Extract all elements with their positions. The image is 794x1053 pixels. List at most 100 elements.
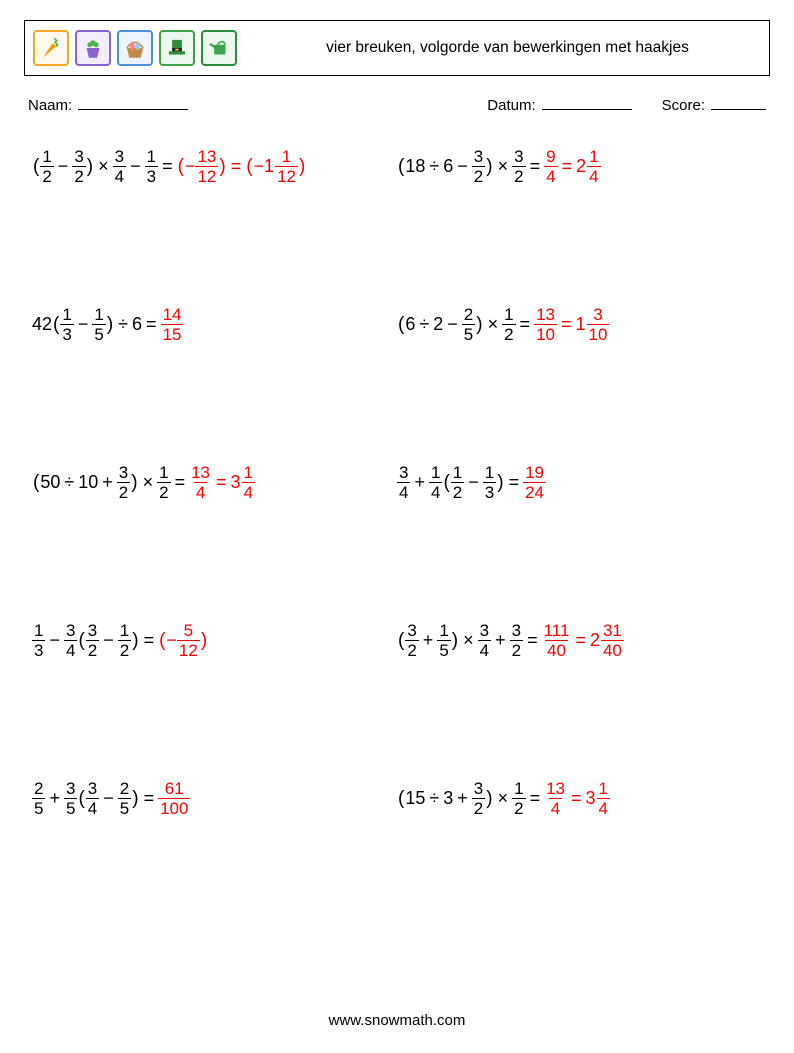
- fraction: 34: [86, 780, 99, 817]
- operator: =: [140, 631, 159, 649]
- question: (18÷6−32)×32=: [397, 148, 544, 185]
- number: 3: [443, 789, 453, 807]
- fraction: 32: [86, 622, 99, 659]
- paren: (: [32, 157, 40, 176]
- operator: ×: [494, 789, 513, 807]
- operator: ÷: [425, 789, 443, 807]
- operator: =: [516, 315, 535, 333]
- answer: (−512): [158, 622, 208, 659]
- operator: +: [491, 631, 510, 649]
- fraction: 15: [437, 622, 450, 659]
- paren: ): [130, 473, 138, 492]
- fraction: 32: [117, 464, 130, 501]
- question: (15÷3+32)×12=: [397, 780, 544, 817]
- number: 18: [405, 157, 425, 175]
- number: 42: [32, 315, 52, 333]
- operator: −: [54, 157, 73, 175]
- name-blank[interactable]: [78, 94, 188, 110]
- problem-10: (15÷3+32)×12= 134=314: [397, 774, 762, 822]
- paren: (: [397, 315, 405, 334]
- score-blank[interactable]: [711, 94, 766, 110]
- header-icons: [25, 21, 246, 75]
- question: 42(13−15)÷6=: [32, 306, 161, 343]
- fraction: 25: [462, 306, 475, 343]
- meta-row: Naam: Datum: Score:: [24, 94, 770, 114]
- date-blank[interactable]: [542, 94, 632, 110]
- operator: ÷: [425, 157, 443, 175]
- fraction: 134: [544, 780, 567, 817]
- paren: ): [475, 315, 483, 334]
- number: 50: [40, 473, 60, 491]
- fraction: 32: [72, 148, 85, 185]
- paren: ): [485, 157, 493, 176]
- operator: ÷: [60, 473, 78, 491]
- operator: ×: [139, 473, 158, 491]
- fraction: 32: [405, 622, 418, 659]
- fraction: 13: [483, 464, 496, 501]
- answer: 11140=23140: [542, 622, 624, 659]
- operator: ×: [494, 157, 513, 175]
- operator: ÷: [114, 315, 132, 333]
- fraction: 32: [472, 148, 485, 185]
- paren: ): [86, 157, 94, 176]
- number: −: [254, 157, 265, 175]
- fraction: 35: [64, 780, 77, 817]
- problem-9: 25+35(34−25)= 61100: [32, 774, 397, 822]
- leprechaun-hat-icon: [159, 30, 195, 66]
- fraction: 94: [544, 148, 557, 185]
- operator: ÷: [415, 315, 433, 333]
- question: (32+15)×34+32=: [397, 622, 542, 659]
- mixed-number: 314: [586, 780, 610, 817]
- fraction: 12: [118, 622, 131, 659]
- paren: (: [32, 473, 40, 492]
- number: 15: [405, 789, 425, 807]
- paren: (: [442, 473, 450, 492]
- paren: ): [131, 631, 139, 650]
- operator: =: [523, 631, 542, 649]
- meta-name: Naam:: [28, 94, 188, 114]
- operator: =: [140, 789, 159, 807]
- problem-4: (6÷2−25)×12= 1310=1310: [397, 300, 762, 348]
- paren: ): [451, 631, 459, 650]
- footer: www.snowmath.com: [0, 1012, 794, 1029]
- fraction: 12: [502, 306, 515, 343]
- fraction: 1312: [195, 148, 218, 185]
- paren: (: [245, 157, 253, 176]
- fraction: 25: [32, 780, 45, 817]
- operator: =: [558, 157, 577, 175]
- operator: =: [158, 157, 177, 175]
- fraction: 12: [512, 780, 525, 817]
- number: 6: [132, 315, 142, 333]
- number: 6: [443, 157, 453, 175]
- name-label: Naam:: [28, 97, 72, 114]
- worksheet-page: vier breuken, volgorde van bewerkingen m…: [0, 0, 794, 1053]
- problem-6: 34+14(12−13)= 1924: [397, 458, 762, 506]
- mixed-number: 1310: [576, 306, 610, 343]
- number: −: [166, 631, 177, 649]
- fraction: 34: [478, 622, 491, 659]
- problem-7: 13−34(32−12)= (−512): [32, 616, 397, 664]
- operator: =: [227, 157, 246, 175]
- problem-1: (12−32)×34−13= (−1312)=(−1112): [32, 142, 397, 190]
- operator: =: [567, 789, 586, 807]
- fraction: 12: [40, 148, 53, 185]
- fraction: 12: [451, 464, 464, 501]
- fraction: 14: [429, 464, 442, 501]
- score-label: Score:: [662, 97, 705, 114]
- carrot-icon: [33, 30, 69, 66]
- number: −: [185, 157, 196, 175]
- mixed-number: 214: [576, 148, 600, 185]
- operator: ×: [94, 157, 113, 175]
- fraction: 11140: [542, 622, 572, 659]
- fraction: 34: [397, 464, 410, 501]
- operator: =: [571, 631, 590, 649]
- mixed-number: 1112: [264, 148, 298, 185]
- answer: 61100: [158, 780, 190, 817]
- operator: =: [526, 789, 545, 807]
- fraction: 32: [472, 780, 485, 817]
- paren: (: [397, 789, 405, 808]
- answer: 1924: [523, 464, 546, 501]
- operator: −: [99, 631, 118, 649]
- operator: −: [453, 157, 472, 175]
- operator: −: [74, 315, 93, 333]
